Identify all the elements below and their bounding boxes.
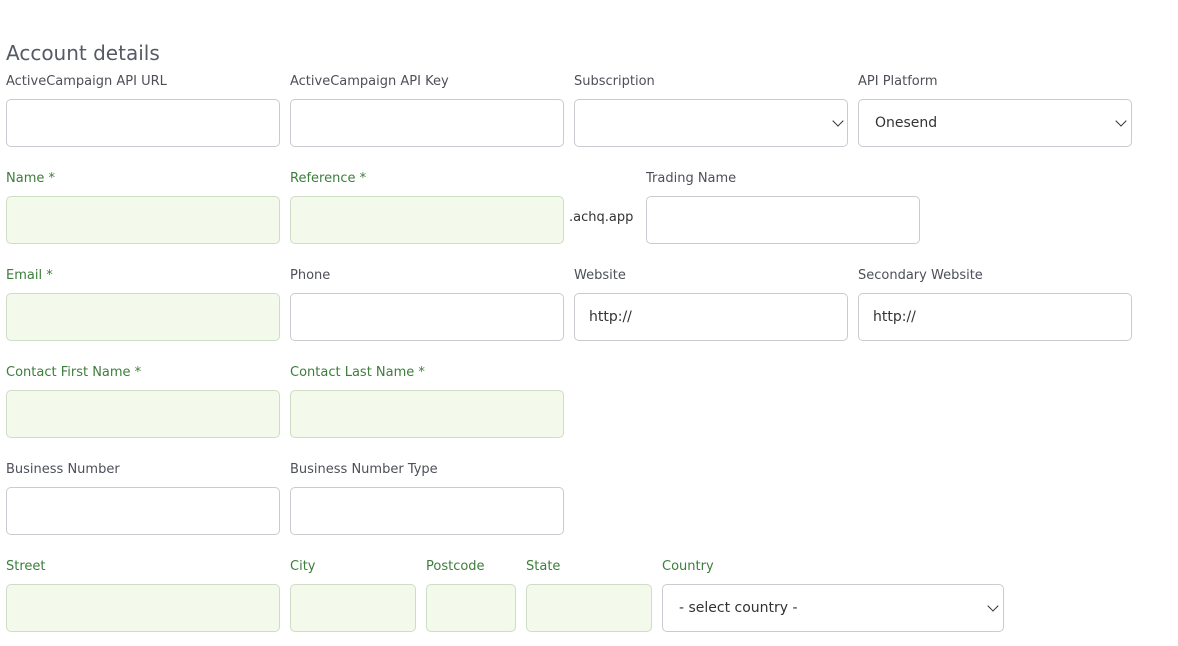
website-label: Website [574, 268, 626, 283]
name-input[interactable] [6, 196, 280, 244]
postcode-label: Postcode [426, 559, 485, 574]
phone-label: Phone [290, 268, 331, 283]
contact-last-name-input[interactable] [290, 390, 564, 438]
trading-name-input[interactable] [646, 196, 920, 244]
contact-last-name-label: Contact Last Name * [290, 365, 425, 380]
country-label: Country [662, 559, 714, 574]
api-url-label: ActiveCampaign API URL [6, 74, 167, 89]
state-input[interactable] [526, 584, 652, 632]
secondary-website-input[interactable] [858, 293, 1132, 341]
api-url-input[interactable] [6, 99, 280, 147]
trading-name-label: Trading Name [646, 171, 737, 186]
website-input[interactable] [574, 293, 848, 341]
email-input[interactable] [6, 293, 280, 341]
business-number-type-input[interactable] [290, 487, 564, 535]
business-number-label: Business Number [6, 462, 120, 477]
email-label: Email * [6, 268, 53, 283]
name-label: Name * [6, 171, 55, 186]
state-label: State [526, 559, 561, 574]
contact-first-name-input[interactable] [6, 390, 280, 438]
subscription-select[interactable] [574, 99, 848, 147]
city-input[interactable] [290, 584, 416, 632]
postcode-input[interactable] [426, 584, 516, 632]
business-number-type-label: Business Number Type [290, 462, 438, 477]
street-label: Street [6, 559, 46, 574]
subscription-label: Subscription [574, 74, 655, 89]
secondary-website-label: Secondary Website [858, 268, 983, 283]
street-input[interactable] [6, 584, 280, 632]
api-key-label: ActiveCampaign API Key [290, 74, 449, 89]
phone-input[interactable] [290, 293, 564, 341]
contact-first-name-label: Contact First Name * [6, 365, 142, 380]
reference-input[interactable] [290, 196, 564, 244]
country-select[interactable]: - select country - [662, 584, 1004, 632]
business-number-input[interactable] [6, 487, 280, 535]
reference-domain-suffix: .achq.app [569, 210, 634, 225]
api-platform-label: API Platform [858, 74, 938, 89]
api-platform-select[interactable]: Onesend [858, 99, 1132, 147]
api-key-input[interactable] [290, 99, 564, 147]
page-title: Account details [6, 40, 160, 65]
reference-label: Reference * [290, 171, 367, 186]
city-label: City [290, 559, 316, 574]
